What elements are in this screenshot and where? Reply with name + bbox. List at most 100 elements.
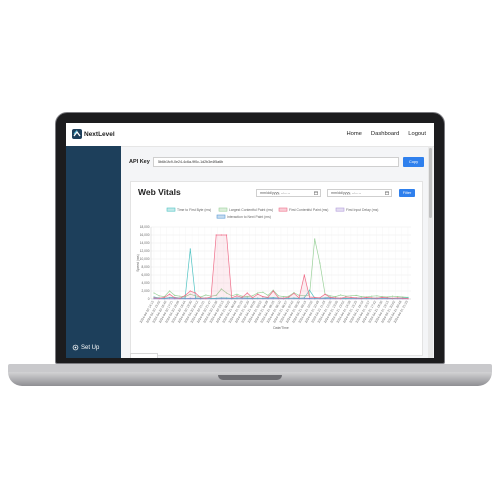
- data-point: [262, 291, 264, 293]
- data-point: [314, 296, 316, 298]
- data-point: [225, 297, 228, 299]
- calendar-icon[interactable]: [314, 191, 318, 195]
- data-point: [246, 296, 248, 298]
- y-tick-label: 4,000: [142, 281, 150, 285]
- y-tick-label: 6,000: [142, 273, 150, 277]
- calendar-icon[interactable]: [385, 191, 389, 195]
- data-point: [236, 293, 238, 295]
- main-content: API Key 5b6b1fc9-0e24-4c6a-9f0c-1d2b3e4f…: [121, 146, 434, 358]
- data-point: [308, 289, 311, 291]
- data-point: [231, 297, 233, 299]
- data-point: [319, 262, 321, 264]
- data-point: [360, 297, 362, 299]
- data-point: [251, 295, 254, 297]
- api-key-field[interactable]: 5b6b1fc9-0e24-4c6a-9f0c-1d2b3e4f5a6b: [153, 157, 399, 167]
- laptop-base-top: [8, 364, 492, 373]
- brand-name: NextLevel: [84, 130, 115, 138]
- data-point: [163, 296, 165, 298]
- data-point: [174, 294, 176, 296]
- screen: NextLevel Home Dashboard Logout Set Up A…: [66, 123, 434, 358]
- data-point: [288, 297, 290, 299]
- legend-label: Interaction to Next Paint (ms): [227, 215, 271, 219]
- y-axis-title: Speed (ms): [136, 254, 140, 272]
- data-point: [194, 292, 197, 294]
- data-point: [329, 298, 331, 300]
- data-point: [184, 297, 186, 299]
- data-point: [314, 238, 316, 240]
- data-point: [303, 295, 305, 297]
- legend-swatch: [278, 207, 288, 212]
- brand[interactable]: NextLevel: [72, 129, 115, 139]
- data-point: [189, 248, 191, 250]
- y-tick-label: 10,000: [140, 257, 150, 261]
- data-point: [277, 297, 280, 299]
- data-point: [355, 297, 357, 299]
- data-point: [303, 274, 305, 276]
- card-footer-box: [130, 353, 158, 358]
- data-point: [272, 290, 274, 292]
- data-point: [293, 292, 295, 294]
- data-point: [262, 297, 264, 299]
- data-point: [236, 295, 238, 297]
- data-point: [215, 294, 217, 296]
- data-point: [391, 297, 394, 299]
- data-point: [236, 297, 238, 299]
- data-point: [184, 294, 186, 296]
- legend-label: Time to First Byte (ms): [177, 208, 211, 212]
- data-point: [371, 297, 373, 299]
- data-point: [324, 297, 326, 299]
- data-point: [350, 295, 352, 297]
- end-date-input[interactable]: mm/dd/yyyy, --:-- --: [327, 189, 392, 197]
- y-tick-label: 8,000: [142, 265, 150, 269]
- data-point: [334, 296, 337, 298]
- data-point: [329, 296, 331, 298]
- data-point: [402, 297, 404, 299]
- data-point: [340, 297, 342, 299]
- web-vitals-chart: Time to First Byte (ms) Largest Contentfu…: [136, 207, 411, 330]
- data-point: [220, 297, 222, 299]
- data-point: [319, 297, 321, 299]
- data-point: [189, 297, 191, 299]
- setup-link[interactable]: Set Up: [72, 344, 99, 351]
- data-point: [340, 294, 342, 296]
- data-point: [397, 297, 399, 299]
- data-point: [257, 297, 259, 299]
- gear-icon: [72, 344, 79, 351]
- data-point: [293, 297, 295, 299]
- nav-link-logout[interactable]: Logout: [408, 131, 426, 137]
- nav-link-home[interactable]: Home: [346, 131, 362, 137]
- data-point: [350, 296, 352, 298]
- api-key-row: API Key 5b6b1fc9-0e24-4c6a-9f0c-1d2b3e4f…: [129, 157, 424, 169]
- data-point: [345, 296, 347, 298]
- data-point: [376, 295, 378, 297]
- data-point: [407, 298, 409, 300]
- scroll-thumb[interactable]: [429, 148, 432, 218]
- data-point: [189, 293, 191, 295]
- series-area: [154, 235, 408, 299]
- start-date-input[interactable]: mm/dd/yyyy, --:-- --: [256, 189, 321, 197]
- data-point: [324, 293, 326, 295]
- filter-button[interactable]: Filter: [399, 189, 415, 197]
- data-point: [282, 296, 285, 298]
- legend-swatch: [218, 207, 228, 212]
- scrollbar[interactable]: [428, 146, 433, 358]
- legend-label: First Input Delay (ms): [346, 208, 378, 212]
- nav-link-dashboard[interactable]: Dashboard: [370, 131, 400, 137]
- data-point: [153, 297, 155, 299]
- legend-swatch: [166, 207, 176, 212]
- series-line: [153, 234, 409, 299]
- data-point: [308, 297, 311, 299]
- nav-links: Home Dashboard Logout: [346, 131, 426, 137]
- data-point: [205, 294, 207, 296]
- data-point: [334, 297, 337, 299]
- data-point: [329, 295, 331, 297]
- copy-button[interactable]: Copy: [403, 157, 424, 167]
- data-point: [179, 297, 181, 299]
- data-point: [371, 295, 373, 297]
- data-point: [303, 297, 305, 299]
- sidebar: Set Up: [66, 146, 121, 358]
- start-date-placeholder: mm/dd/yyyy, --:-- --: [260, 191, 291, 195]
- legend-swatch: [216, 214, 226, 219]
- series-line: [153, 238, 409, 298]
- data-point: [345, 297, 347, 299]
